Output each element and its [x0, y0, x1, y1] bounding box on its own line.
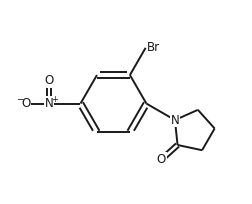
Text: Br: Br [147, 41, 160, 54]
Text: −: − [16, 95, 24, 104]
Text: O: O [156, 153, 166, 166]
Text: N: N [45, 97, 53, 110]
Text: O: O [45, 74, 54, 88]
Text: N: N [171, 114, 179, 126]
Text: O: O [21, 97, 30, 110]
Text: +: + [51, 95, 58, 104]
